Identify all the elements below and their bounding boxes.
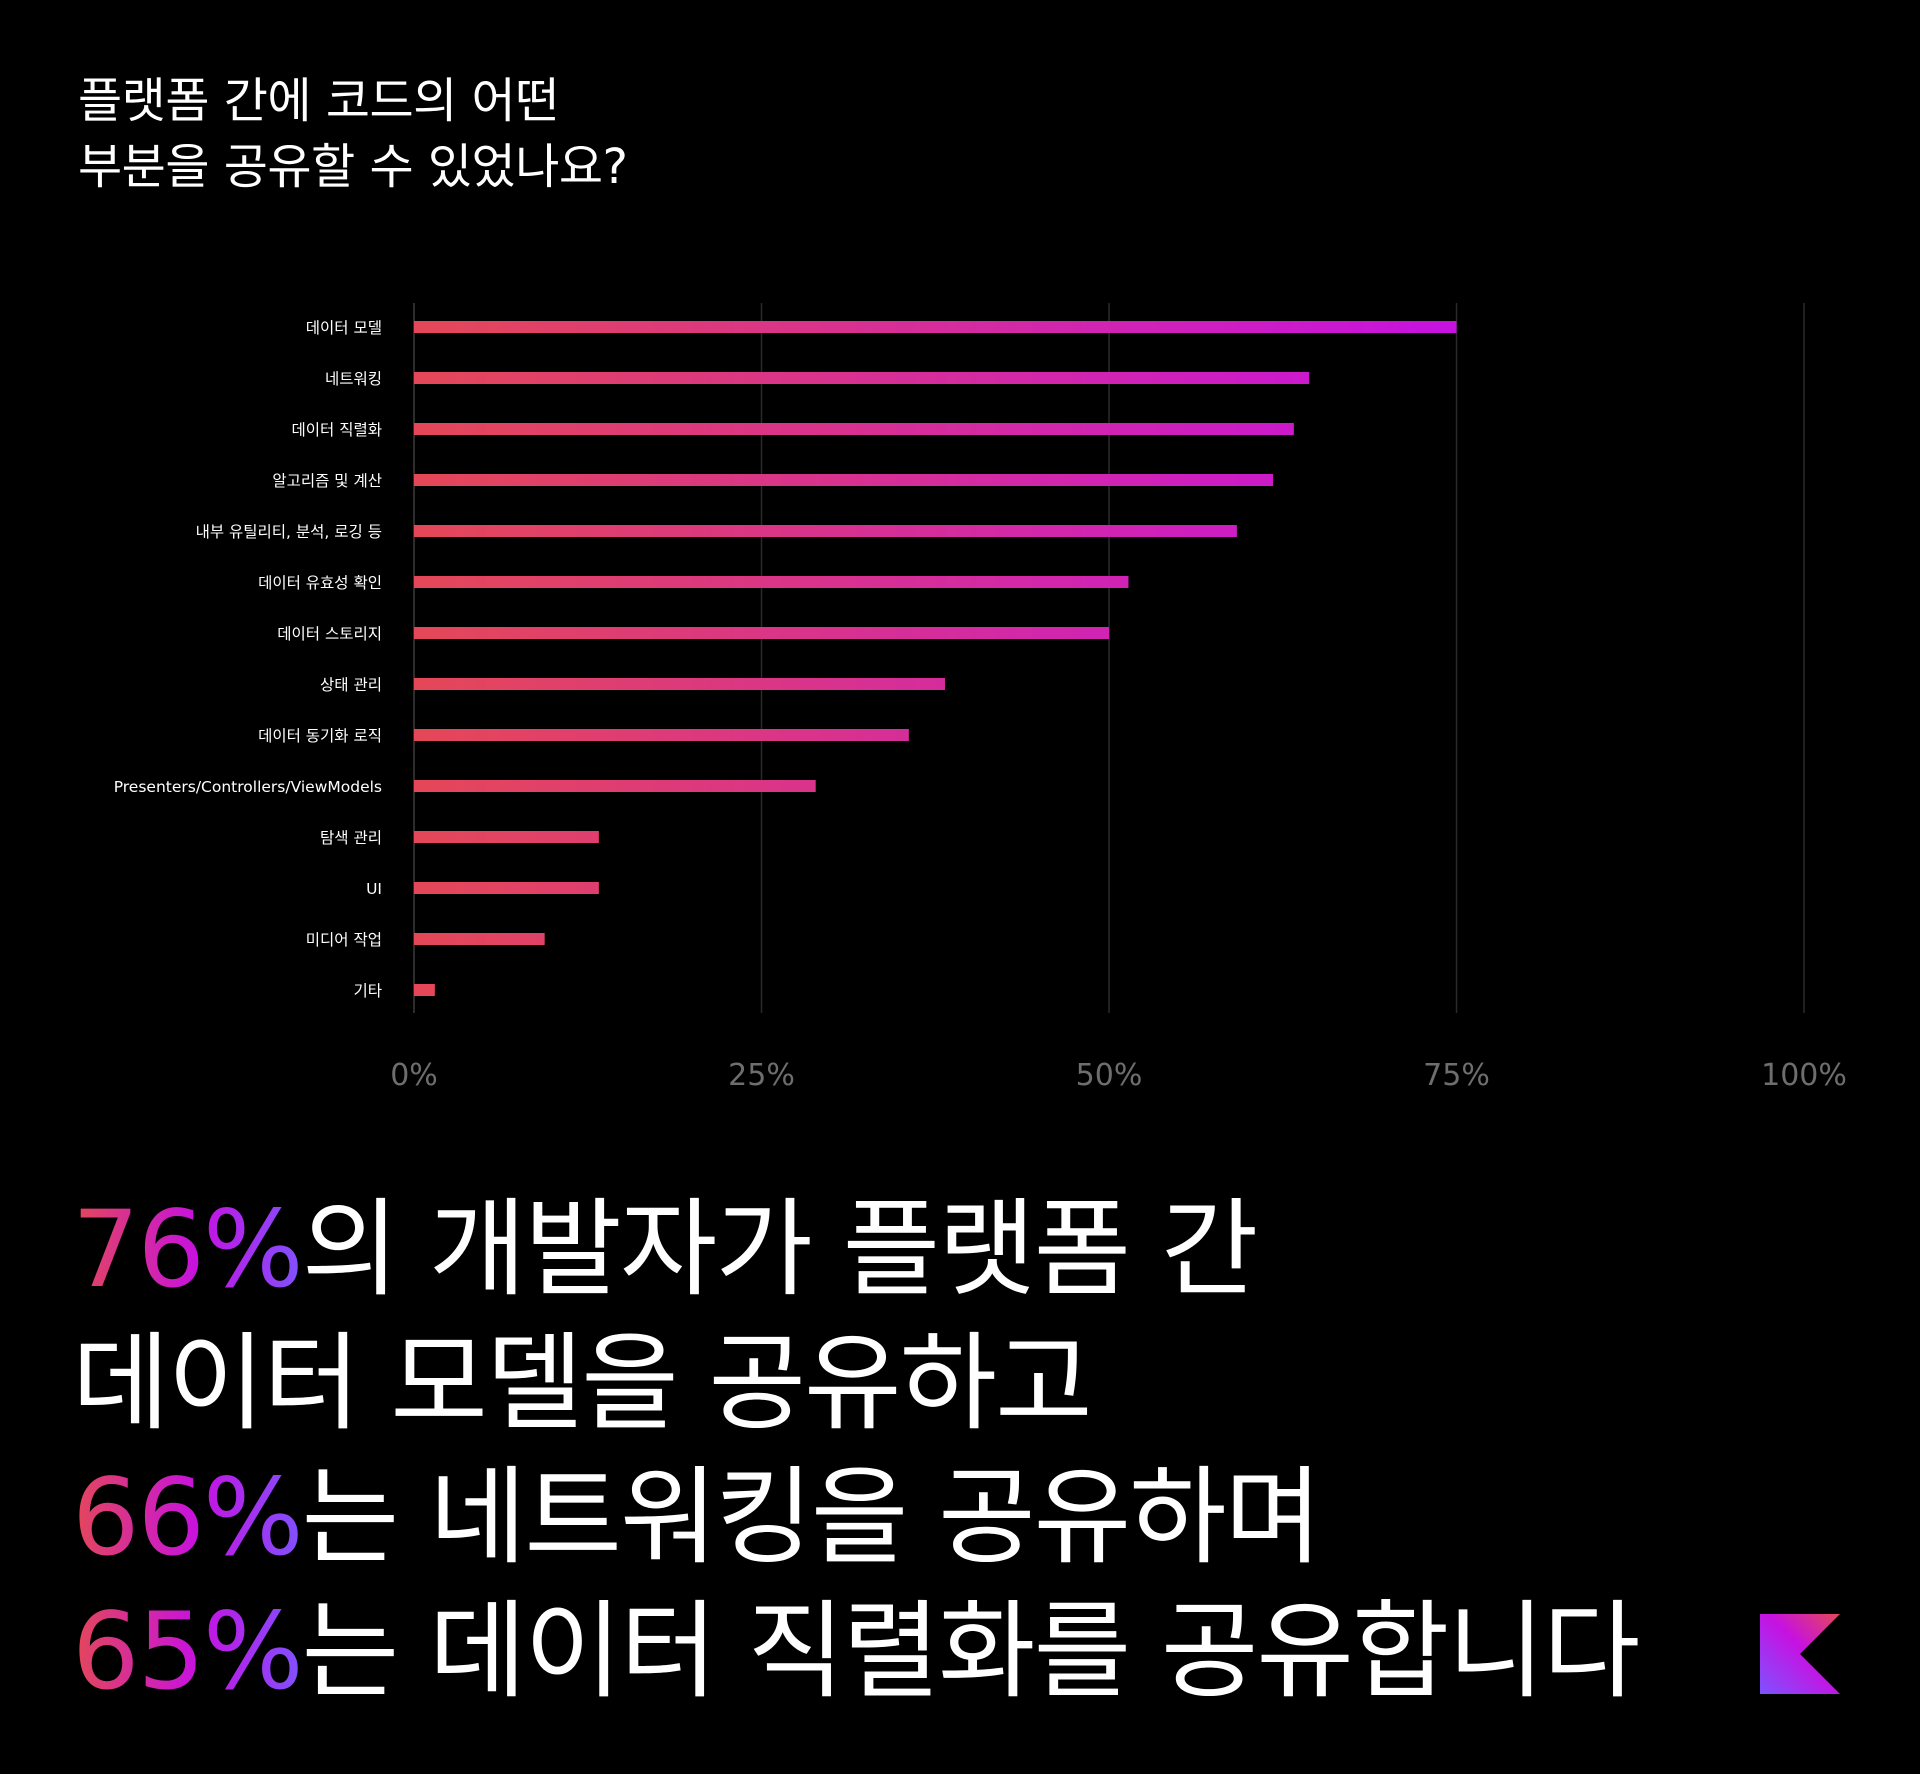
headline-percent-4: 65%: [72, 1590, 304, 1713]
bar: [414, 525, 1237, 537]
x-tick-label: 75%: [1423, 1058, 1490, 1093]
bar: [414, 678, 945, 690]
category-label: 알고리즘 및 계산: [272, 472, 382, 490]
bar: [414, 423, 1294, 435]
category-label: 네트워킹: [325, 370, 382, 388]
category-label: 데이터 유효성 확인: [258, 574, 382, 592]
bar: [414, 627, 1109, 639]
headline-text-3: 는 네트워킹을 공유하며: [301, 1456, 1323, 1579]
headline-percent-1: 76%: [72, 1188, 304, 1311]
title-line-2: 부분을 공유할 수 있었나요?: [78, 139, 628, 195]
category-label: 미디어 작업: [306, 931, 382, 949]
bar: [414, 372, 1310, 384]
bar: [414, 474, 1274, 486]
bar: [414, 321, 1457, 333]
headline-line-3: 66%는 네트워킹을 공유하며: [72, 1451, 1638, 1585]
x-axis-tick-labels: 0% 25% 50% 75% 100%: [390, 1058, 1847, 1093]
bar: [414, 780, 816, 792]
category-label: 탐색 관리: [320, 829, 382, 847]
x-tick-label: 0%: [390, 1058, 438, 1093]
kotlin-logo-icon: [1760, 1614, 1840, 1694]
category-label: 데이터 스토리지: [277, 625, 382, 643]
category-label: Presenters/Controllers/ViewModels: [114, 778, 382, 796]
bar: [414, 576, 1129, 588]
category-label: 데이터 직렬화: [292, 421, 383, 439]
category-label: 기타: [353, 982, 382, 1000]
headline-line-2: 데이터 모델을 공유하고: [72, 1317, 1638, 1451]
bars: [414, 321, 1457, 996]
headline-text-2: 데이터 모델을 공유하고: [72, 1322, 1093, 1445]
category-label: 내부 유틸리티, 분석, 로깅 등: [196, 523, 382, 541]
category-label: 상태 관리: [320, 676, 382, 694]
chart-title: 플랫폼 간에 코드의 어떤 부분을 공유할 수 있었나요?: [78, 68, 628, 200]
x-tick-label: 25%: [728, 1058, 795, 1093]
category-label: 데이터 모델: [306, 319, 382, 337]
x-tick-label: 50%: [1076, 1058, 1143, 1093]
bar: [414, 984, 435, 996]
headline-percent-3: 66%: [72, 1456, 304, 1579]
headline-line-1: 76%의 개발자가 플랫폼 간: [72, 1183, 1638, 1317]
bar: [414, 933, 545, 945]
headline: 76%의 개발자가 플랫폼 간 데이터 모델을 공유하고 66%는 네트워킹을 …: [72, 1183, 1641, 1719]
category-label: UI: [366, 880, 382, 898]
gridlines: [413, 303, 1805, 1013]
headline-line-4: 65%는 데이터 직렬화를 공유합니다: [72, 1585, 1641, 1719]
bar: [414, 831, 599, 843]
bar: [414, 882, 599, 894]
bar: [414, 729, 909, 741]
x-tick-label: 100%: [1761, 1058, 1847, 1093]
headline-text-4: 는 데이터 직렬화를 공유합니다: [301, 1590, 1641, 1713]
category-label: 데이터 동기화 로직: [258, 727, 382, 745]
title-line-1: 플랫폼 간에 코드의 어떤: [78, 73, 559, 129]
headline-text-1: 의 개발자가 플랫폼 간: [301, 1188, 1259, 1311]
